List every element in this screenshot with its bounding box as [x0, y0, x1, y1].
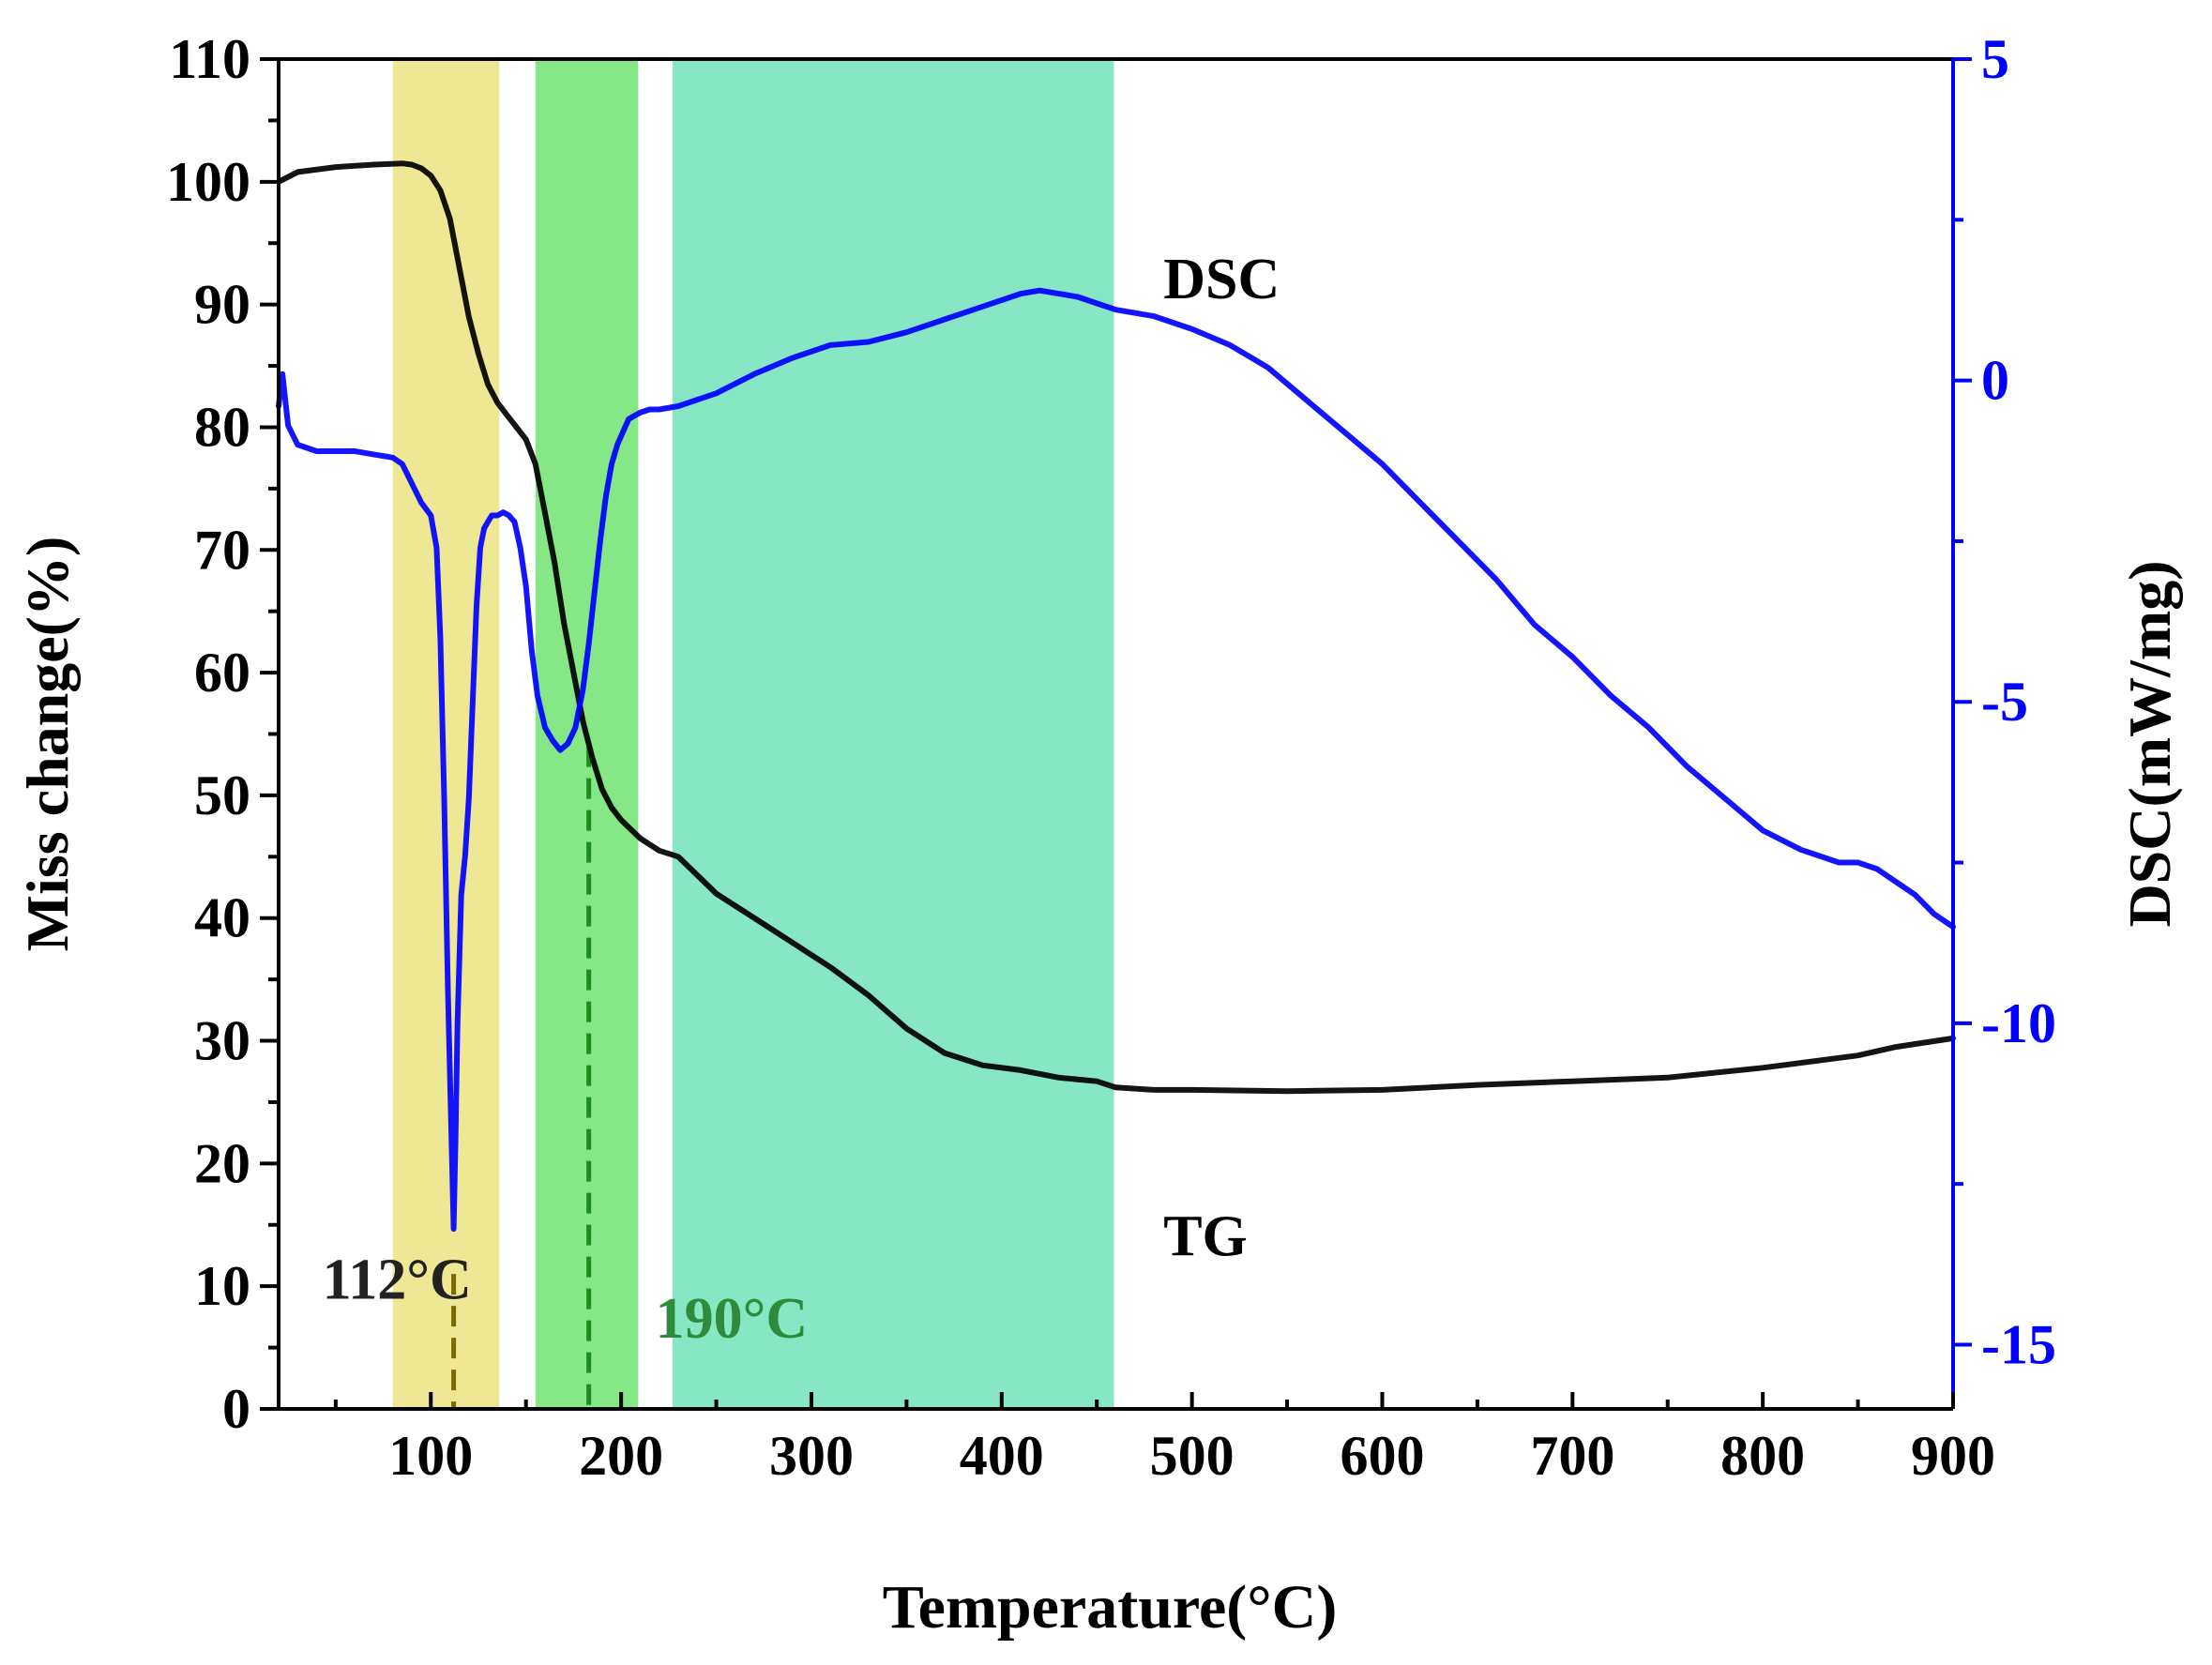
y-tick-label: 110 — [169, 28, 250, 90]
x-tick-label: 200 — [579, 1425, 663, 1487]
label-dsc: DSC — [1163, 248, 1280, 311]
y-tick-label: 30 — [194, 1010, 250, 1072]
x-tick-label: 600 — [1340, 1425, 1424, 1487]
y-tick-label: 50 — [194, 764, 250, 826]
series-tg — [276, 160, 1956, 1095]
region-1 — [392, 59, 500, 1409]
series-lines — [276, 160, 1956, 1233]
x-tick-label: 100 — [388, 1425, 473, 1487]
y2-tick-label: -15 — [1981, 1313, 2056, 1375]
y2-tick-label: 0 — [1981, 350, 2009, 412]
y-tick-label: 40 — [194, 887, 250, 949]
peak-lines — [451, 746, 592, 1409]
y2-axis-label: DSC(mW/mg) — [2116, 560, 2183, 927]
region-3 — [672, 59, 1114, 1409]
series-dsc — [276, 287, 1956, 1233]
y2-tick-label: 5 — [1981, 28, 2009, 90]
y-tick-label: 80 — [194, 396, 250, 458]
shaded-regions — [392, 59, 1114, 1409]
label-112c: 112°C — [323, 1248, 472, 1311]
y-tick-label: 20 — [194, 1132, 250, 1194]
annotations: 112°C 190°C DSC TG — [323, 248, 1280, 1351]
x-axis-label: Temperature(°C) — [883, 1573, 1338, 1642]
y2-tick-label: -10 — [1981, 992, 2056, 1054]
x-tick-label: 300 — [769, 1425, 854, 1487]
y-axis-label: Miss change(%) — [14, 537, 81, 952]
y-tick-label: 10 — [194, 1255, 250, 1317]
y-tick-label: 60 — [194, 642, 250, 704]
y-tick-label: 0 — [222, 1378, 250, 1440]
x-tick-label: 400 — [960, 1425, 1044, 1487]
label-tg: TG — [1163, 1204, 1248, 1268]
x-tick-label: 500 — [1150, 1425, 1235, 1487]
x-tick-label: 700 — [1530, 1425, 1614, 1487]
y-tick-label: 70 — [194, 519, 250, 581]
x-tick-label: 900 — [1911, 1425, 1995, 1487]
label-190c: 190°C — [656, 1287, 809, 1351]
axes-frame — [277, 57, 1955, 1411]
x-tick-label: 800 — [1720, 1425, 1805, 1487]
axis-ticks: 100 200 300 400 500 600 700 800 9000102030405060… — [166, 28, 2056, 1487]
y-tick-label: 100 — [166, 151, 250, 213]
y-tick-label: 90 — [194, 274, 250, 336]
y2-tick-label: -5 — [1981, 671, 2028, 733]
